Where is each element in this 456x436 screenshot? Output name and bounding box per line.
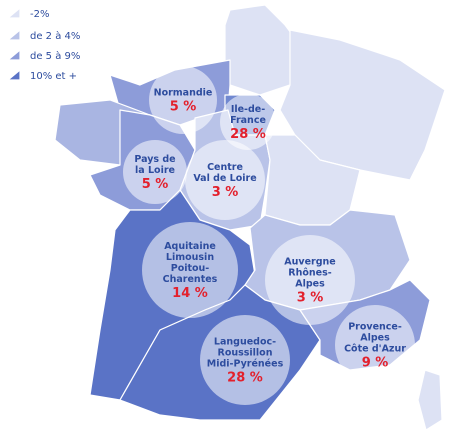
region-name: Côte d'Azur [344, 344, 406, 355]
region-hauts-de-france [224, 4, 301, 96]
legend-swatch [7, 49, 21, 61]
region-name: Ile-de- [231, 104, 265, 115]
region-name: France [230, 115, 266, 126]
region-name: la Loire [135, 165, 175, 176]
legend-label: de 2 à 4% [30, 30, 80, 42]
region-share: 5 % [170, 100, 197, 115]
region-share: 28 % [227, 371, 263, 386]
region-share: 14 % [172, 286, 208, 301]
region-name: Aquitaine [164, 241, 216, 252]
legend-label: 10% et + [30, 71, 77, 82]
region-name: Midi-Pyrénées [207, 359, 284, 370]
region-bubble [185, 140, 265, 220]
region-bubble [123, 140, 187, 204]
legend-swatch [7, 69, 21, 81]
legend-swatch [7, 7, 21, 19]
region-name: Alpes [295, 279, 325, 290]
region-bubble [220, 94, 276, 150]
region-bubble [200, 315, 290, 405]
legend-label: de 5 à 9% [30, 50, 80, 62]
legend: -2% de 2 à 4% de 5 à 9% 10% et + [7, 7, 80, 82]
region-share: 28 % [230, 127, 266, 142]
region-name: Centre [207, 162, 243, 173]
region-bubble [265, 235, 355, 325]
region-share: 5 % [142, 177, 169, 192]
region-name: Auvergne [284, 257, 335, 268]
region-name: Rhônes- [288, 268, 331, 279]
region-name: Limousin [166, 252, 214, 263]
legend-swatch [7, 29, 21, 41]
region-name: Normandie [154, 88, 213, 99]
region-name: Charentes [163, 274, 218, 285]
region-name: Provence- [348, 322, 402, 333]
region-name: Pays de [134, 154, 175, 165]
region-share: 3 % [297, 291, 324, 306]
region-grand-est [279, 29, 446, 181]
region-bubble [149, 66, 217, 134]
region-bubble [335, 305, 415, 385]
region-name: Poitou- [171, 263, 210, 274]
region-name: Val de Loire [193, 173, 256, 184]
region-share: 3 % [212, 185, 239, 200]
region-name: Roussillon [218, 348, 273, 359]
legend-label: -2% [30, 9, 49, 20]
region-bubble [142, 222, 238, 318]
region-name: Languedoc- [214, 337, 276, 348]
region-share: 9 % [362, 356, 389, 371]
region-name: Alpes [360, 333, 390, 344]
region-corse [417, 369, 443, 431]
